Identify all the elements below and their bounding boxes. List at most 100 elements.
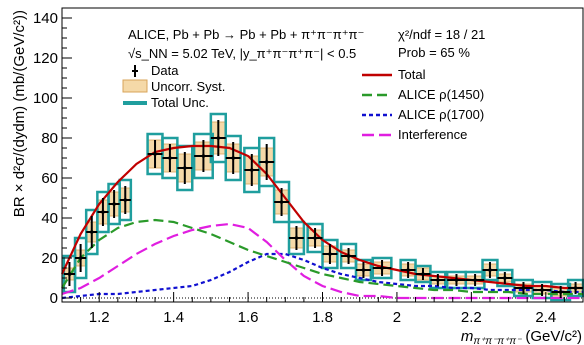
data-point <box>447 274 466 286</box>
y-tick-label: 120 <box>33 50 58 67</box>
legend-rho1700-label: ALICE ρ(1700) <box>398 107 484 122</box>
x-axis-label: mπ⁺π⁻π⁺π⁻ (GeV/c²) <box>461 328 582 345</box>
legend-left: Data Uncorr. Syst. Total Unc. <box>122 63 225 110</box>
legend-data-marker <box>132 65 138 77</box>
legend-syst-label: Uncorr. Syst. <box>151 79 225 94</box>
annotation-chi2: χ²/ndf = 18 / 21 <box>398 27 485 42</box>
x-tick-label: 2 <box>393 309 401 326</box>
data-marker <box>436 278 440 282</box>
data-point <box>415 268 431 280</box>
data-marker <box>168 156 172 160</box>
data-marker <box>123 198 128 202</box>
data-marker <box>101 210 105 214</box>
rho1450-curve <box>61 218 583 296</box>
data-marker <box>540 288 544 292</box>
data-point <box>119 186 131 214</box>
x-axis-label-subscript: π⁺π⁻π⁺π⁻ <box>473 336 522 345</box>
data-marker <box>264 160 269 164</box>
data-marker <box>249 168 254 172</box>
x-tick-label: 1.6 <box>238 309 259 326</box>
data-point <box>162 144 178 172</box>
y-tick-label: 60 <box>41 170 58 187</box>
data-point <box>568 282 583 294</box>
data-point <box>244 154 260 186</box>
data-marker <box>380 266 384 270</box>
y-tick-label: 140 <box>33 10 58 27</box>
legend-rho1450-label: ALICE ρ(1450) <box>398 87 484 102</box>
data-marker <box>201 154 206 158</box>
data-marker <box>112 202 116 206</box>
data-marker <box>421 272 425 276</box>
data-point <box>465 274 485 286</box>
data-point <box>430 274 446 286</box>
annotation-prob: Prob = 65 % <box>398 45 470 60</box>
data-marker <box>67 272 72 276</box>
y-tick-label: 40 <box>41 210 58 227</box>
data-point <box>225 142 241 174</box>
y-tick-label: 20 <box>41 250 58 267</box>
data-point <box>289 226 304 250</box>
data-point <box>400 262 416 278</box>
x-tick-label: 2.4 <box>535 309 556 326</box>
data-marker <box>346 254 351 258</box>
data-point <box>482 262 498 278</box>
data-marker <box>279 200 284 204</box>
plot-area <box>61 112 584 302</box>
total-curve <box>61 144 583 290</box>
data-marker <box>294 236 299 240</box>
x-tick-label: 2.2 <box>461 309 482 326</box>
x-tick-label: 1.4 <box>163 309 184 326</box>
data-point <box>497 272 513 284</box>
x-axis-label-unit: (GeV/c²) <box>525 328 582 345</box>
data-marker <box>361 268 366 272</box>
data-marker <box>503 276 507 280</box>
interference-curve <box>61 222 583 300</box>
data-marker <box>454 278 459 282</box>
rho1700-curve <box>61 252 583 300</box>
data-point <box>86 216 98 248</box>
legend-data-label: Data <box>151 63 179 78</box>
data-point <box>108 190 120 218</box>
y-axis-label: BR × d²σ/(dydm) (mb/(GeV/c²)) <box>11 10 28 217</box>
legend-syst-swatch <box>122 79 148 93</box>
y-tick-label: 0 <box>50 290 58 307</box>
data-marker <box>328 252 332 256</box>
data-point <box>372 260 392 276</box>
data-point <box>259 144 275 180</box>
annotation-energy: √s_NN = 5.02 TeV, |y_π⁺π⁻π⁺π⁻| < 0.5 <box>128 46 356 61</box>
data-point <box>514 282 533 294</box>
data-marker <box>406 268 410 272</box>
data-point <box>532 284 552 296</box>
data-marker <box>89 230 94 234</box>
model-curves <box>61 144 583 300</box>
y-tick-label: 80 <box>41 130 58 147</box>
data-point <box>274 188 290 216</box>
data-point <box>355 262 371 278</box>
data-marker <box>313 236 317 240</box>
x-axis-label-main: m <box>461 328 474 345</box>
data-marker <box>78 256 83 260</box>
legend-right: Total ALICE ρ(1450) ALICE ρ(1700) Interf… <box>362 67 484 142</box>
data-points <box>63 120 583 298</box>
data-point <box>75 244 87 272</box>
data-marker <box>488 268 492 272</box>
data-point <box>341 248 356 264</box>
data-marker <box>473 278 477 282</box>
data-marker <box>153 152 157 156</box>
data-point <box>194 140 213 172</box>
legend-total-label: Total <box>398 67 426 82</box>
data-point <box>551 286 570 298</box>
data-point <box>97 198 109 226</box>
data-point <box>63 262 76 286</box>
data-marker <box>183 166 187 170</box>
data-point <box>210 120 226 156</box>
data-point <box>307 228 323 248</box>
y-tick-label: 100 <box>33 90 58 107</box>
x-tick-label: 1.8 <box>312 309 333 326</box>
data-point <box>147 140 163 168</box>
data-marker <box>231 156 235 160</box>
data-marker <box>216 136 221 140</box>
data-point <box>177 152 193 184</box>
data-marker <box>558 290 563 294</box>
